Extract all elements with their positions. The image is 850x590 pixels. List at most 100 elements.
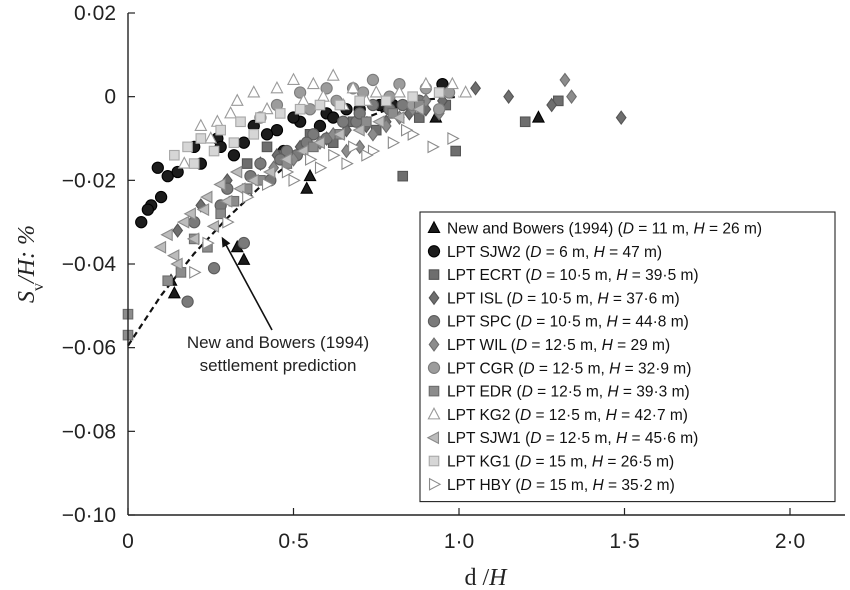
data-point: [346, 80, 360, 94]
data-point: [181, 295, 194, 308]
legend-label-part: = 32·9 m): [620, 360, 691, 377]
data-point: [559, 72, 571, 88]
data-point: [341, 157, 354, 171]
data-point: [189, 265, 202, 279]
annotation-text: settlement prediction: [200, 356, 357, 375]
data-point: [392, 85, 406, 98]
legend-entry: LPT CGR (D = 12·5 m, H = 32·9 m): [427, 360, 691, 377]
legend-label-part: LPT HBY (: [447, 477, 521, 494]
data-point: [503, 89, 515, 105]
data-point: [354, 95, 366, 107]
legend-label-part: = 29 m): [613, 337, 670, 354]
data-point: [261, 141, 273, 153]
legend: New and Bowers (1994) (D = 11 m, H = 26 …: [419, 211, 836, 503]
y-axis-label-main: S: [14, 291, 40, 303]
legend-label: LPT SJW1 (D = 12·5 m, H = 45·6 m): [447, 430, 698, 447]
data-point: [207, 262, 221, 275]
legend-label-part: = 10·5 m,: [532, 314, 607, 331]
data-point: [224, 106, 238, 119]
x-tick-label: 1·5: [609, 530, 639, 553]
data-point: [169, 149, 180, 161]
data-point: [314, 99, 326, 111]
legend-label-part: H: [594, 244, 606, 261]
legend-label-part: = 10·5 m,: [542, 267, 617, 284]
legend-label: LPT SPC (D = 10·5 m, H = 44·8 m): [447, 314, 689, 331]
legend-label-part: H: [592, 477, 604, 494]
legend-entry: New and Bowers (1994) (D = 11 m, H = 26 …: [427, 220, 762, 238]
data-point: [230, 93, 244, 106]
legend-entry: LPT SJW1 (D = 12·5 m, H = 45·6 m): [426, 430, 698, 447]
y-tick-label: 0·02: [74, 2, 116, 25]
legend-entry: LPT ECRT (D = 10·5 m, H = 39·5 m): [428, 267, 699, 284]
legend-label-part: = 15 m,: [531, 454, 592, 471]
legend-label-part: = 26 m): [705, 221, 762, 238]
legend-label-part: LPT SJW1 (: [447, 430, 531, 447]
data-point: [380, 95, 392, 107]
data-point: [300, 181, 314, 194]
x-tick-label: 1·0: [444, 530, 474, 553]
legend-label-part: = 35·2 m): [604, 477, 675, 494]
legend-label-part: LPT SJW2 (: [447, 244, 531, 261]
data-point: [206, 219, 220, 233]
legend-label-part: D: [521, 314, 532, 331]
data-point: [288, 173, 301, 187]
data-point: [151, 161, 164, 174]
legend-entry: LPT KG2 (D = 12·5 m, H = 42·7 m): [427, 407, 688, 424]
data-point: [307, 128, 320, 141]
y-tick-label: −0·08: [62, 420, 116, 443]
legend-label-part: = 12·5 m,: [541, 430, 616, 447]
data-point: [254, 157, 267, 170]
data-point: [227, 149, 241, 162]
annotation-text: New and Bowers (1994): [187, 333, 369, 352]
data-point: [171, 165, 184, 179]
legend-entry: LPT SPC (D = 10·5 m, H = 44·8 m): [427, 314, 689, 331]
data-point: [183, 207, 196, 221]
legend-label: LPT CGR (D = 12·5 m, H = 32·9 m): [447, 360, 691, 377]
data-point: [215, 208, 226, 220]
x-axis-label-slash: /: [476, 565, 489, 590]
data-point: [210, 114, 224, 127]
legend-marker: [428, 385, 440, 397]
legend-label-part: LPT KG1 (: [447, 454, 521, 471]
legend-label-part: D: [521, 477, 532, 494]
data-point: [361, 116, 372, 128]
legend-label-part: LPT KG2 (: [447, 407, 521, 424]
data-points-layer: [122, 68, 627, 341]
legend-entry: LPT EDR (D = 12·5 m, H = 39·3 m): [428, 384, 690, 401]
legend-label-part: H: [606, 407, 618, 424]
data-point: [154, 190, 168, 204]
legend-box: [419, 211, 836, 503]
data-point: [248, 129, 260, 140]
data-point: [433, 87, 445, 98]
data-point: [392, 111, 405, 125]
legend-label-part: D: [530, 430, 541, 447]
data-point: [172, 223, 184, 238]
legend-marker: [427, 245, 441, 258]
legend-label-part: = 6 m,: [541, 244, 593, 261]
legend-label-part: LPT WIL (: [447, 337, 517, 354]
data-point: [260, 128, 274, 141]
data-point: [177, 156, 191, 169]
legend-marker: [426, 431, 440, 445]
legend-label-part: H: [607, 314, 619, 331]
y-tick-label: 0: [104, 86, 116, 109]
legend-label-part: = 12·5 m,: [527, 337, 602, 354]
x-axis-label: d /H: [464, 565, 508, 590]
data-point: [305, 152, 318, 166]
data-point: [229, 165, 243, 179]
legend-label-part: D: [623, 221, 634, 238]
legend-label-part: D: [516, 337, 527, 354]
data-point: [237, 136, 250, 149]
legend-label-part: = 47 m): [605, 244, 662, 261]
y-tick-label: −0·06: [62, 337, 116, 360]
legend-marker: [427, 361, 441, 374]
legend-marker: [427, 220, 441, 234]
data-point: [328, 148, 341, 162]
legend-label-part: H: [607, 384, 619, 401]
data-point: [270, 80, 284, 94]
legend-label: LPT KG2 (D = 12·5 m, H = 42·7 m): [447, 407, 688, 424]
data-point: [312, 136, 326, 150]
data-point: [352, 123, 365, 137]
data-point: [519, 116, 531, 128]
